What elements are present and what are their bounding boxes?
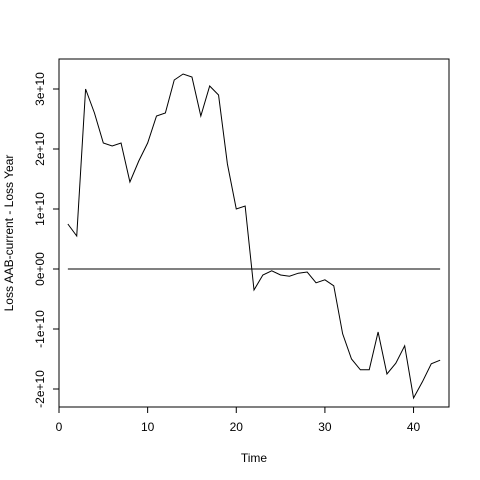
x-tick-label: 30 [318,420,332,434]
y-tick-label: 1e+10 [33,192,47,226]
x-axis: 0 10 20 30 40 [56,407,421,434]
y-axis: -2e+10 -1e+10 0e+00 1e+10 2e+10 3e+10 [33,72,59,408]
series-line [67,73,441,400]
y-tick-label: -1e+10 [33,310,47,348]
y-tick-label: 2e+10 [33,132,47,166]
y-tick-label: 0e+00 [33,252,47,286]
x-axis-label: Time [241,451,268,465]
x-tick-label: 0 [56,420,63,434]
y-axis-label: Loss AAB-current - Loss Year [2,155,16,312]
x-tick-label: 20 [230,420,244,434]
x-tick-label: 40 [407,420,421,434]
plot-frame [58,58,450,408]
y-tick-label: -2e+10 [33,370,47,408]
x-tick-label: 10 [141,420,155,434]
y-tick-label: 3e+10 [33,72,47,106]
